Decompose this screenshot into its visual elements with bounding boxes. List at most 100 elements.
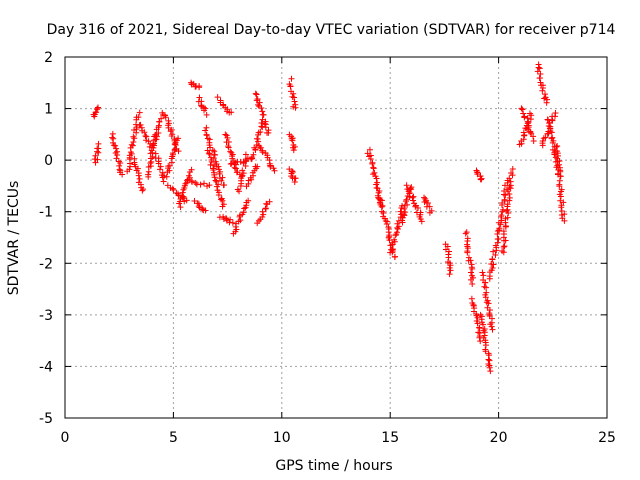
y-tick-label: 0 — [44, 153, 53, 169]
data-point-marker — [193, 83, 200, 90]
data-point-marker — [462, 230, 469, 237]
data-point-marker — [201, 180, 208, 187]
data-point-marker — [257, 144, 264, 151]
data-point-marker — [530, 133, 537, 140]
data-point-marker — [498, 212, 505, 219]
x-tick-label: 10 — [273, 430, 291, 446]
data-point-marker — [185, 172, 192, 179]
data-point-marker — [524, 115, 531, 122]
data-point-marker — [228, 109, 235, 116]
data-point-marker — [234, 186, 241, 193]
data-point-marker — [211, 174, 218, 181]
data-point-marker — [551, 151, 558, 158]
data-point-marker — [167, 128, 174, 135]
data-point-marker — [541, 95, 548, 102]
data-point-marker — [263, 200, 270, 207]
data-point-marker — [171, 146, 178, 153]
data-point-marker — [549, 139, 556, 146]
data-point-marker — [534, 68, 541, 75]
data-point-marker — [241, 205, 248, 212]
data-point-marker — [150, 140, 157, 147]
data-point-marker — [183, 197, 190, 204]
data-point-marker — [164, 182, 171, 189]
data-point-marker — [536, 65, 543, 72]
y-axis-label: SDTVAR / TECUs — [6, 181, 22, 296]
data-point-marker — [375, 195, 382, 202]
data-point-marker — [558, 204, 565, 211]
data-point-marker — [485, 300, 492, 307]
data-point-marker — [130, 138, 137, 145]
data-point-marker — [382, 218, 389, 225]
chart-title: Day 316 of 2021, Sidereal Day-to-day VTE… — [47, 22, 616, 38]
data-point-marker — [189, 179, 196, 186]
data-point-marker — [177, 204, 184, 211]
data-point-marker — [141, 129, 148, 136]
data-point-marker — [552, 158, 559, 165]
data-point-marker — [206, 182, 213, 189]
data-point-marker — [392, 232, 399, 239]
data-point-marker — [549, 134, 556, 141]
data-point-marker — [464, 245, 471, 252]
data-point-marker — [488, 260, 495, 267]
data-point-marker — [208, 158, 215, 165]
data-point-marker — [549, 146, 556, 153]
data-point-marker — [149, 149, 156, 156]
data-point-marker — [399, 202, 406, 209]
data-point-marker — [442, 246, 449, 253]
data-point-marker — [254, 101, 261, 108]
y-tick-label: -1 — [39, 205, 53, 221]
data-point-marker — [507, 178, 514, 185]
data-point-marker — [253, 91, 260, 98]
data-point-marker — [159, 174, 166, 181]
data-point-marker — [364, 150, 371, 157]
data-point-marker — [561, 217, 568, 224]
grid-lines — [65, 57, 607, 418]
data-point-marker — [444, 243, 451, 250]
data-point-marker — [373, 175, 380, 182]
data-point-marker — [518, 105, 525, 112]
data-point-marker — [406, 190, 413, 197]
data-point-marker — [530, 137, 537, 144]
data-point-marker — [556, 183, 563, 190]
data-point-marker — [155, 160, 162, 167]
data-point-marker — [203, 131, 210, 138]
data-point-marker — [214, 94, 221, 101]
data-point-marker — [196, 84, 203, 91]
data-point-marker — [490, 248, 497, 255]
data-point-marker — [289, 168, 296, 175]
data-point-marker — [226, 219, 233, 226]
data-point-marker — [242, 151, 249, 158]
data-point-marker — [474, 320, 481, 327]
data-point-marker — [211, 151, 218, 158]
data-point-marker — [492, 252, 499, 259]
data-point-marker — [447, 267, 454, 274]
data-point-marker — [92, 159, 99, 166]
data-point-marker — [369, 160, 376, 167]
data-point-marker — [94, 156, 101, 163]
data-point-marker — [175, 148, 182, 155]
data-point-marker — [479, 269, 486, 276]
data-point-marker — [508, 169, 515, 176]
data-point-marker — [505, 188, 512, 195]
data-point-marker — [374, 192, 381, 199]
data-point-marker — [506, 190, 513, 197]
data-point-marker — [233, 226, 240, 233]
data-point-marker — [224, 134, 231, 141]
data-point-marker — [109, 134, 116, 141]
data-point-marker — [204, 147, 211, 154]
data-point-marker — [410, 197, 417, 204]
data-point-marker — [521, 114, 528, 121]
data-point-marker — [290, 147, 297, 154]
data-point-marker — [171, 140, 178, 147]
data-point-marker — [539, 87, 546, 94]
data-point-marker — [213, 183, 220, 190]
data-point-marker — [145, 171, 152, 178]
y-tick-label: -5 — [39, 411, 53, 427]
data-point-marker — [469, 265, 476, 272]
data-point-marker — [465, 257, 472, 264]
data-point-marker — [288, 75, 295, 82]
data-point-marker — [219, 197, 226, 204]
data-point-marker — [258, 104, 265, 111]
